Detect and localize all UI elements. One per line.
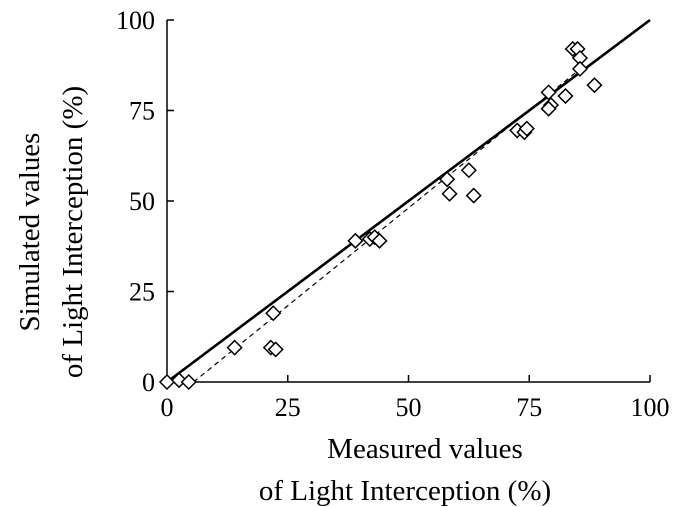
data-point xyxy=(226,339,243,356)
data-point xyxy=(518,120,535,137)
data-points xyxy=(158,40,603,391)
data-point xyxy=(460,162,477,179)
data-point xyxy=(371,232,388,249)
y-axis-label-line-2: of Light Interception (%) xyxy=(57,86,89,378)
x-tick-label: 100 xyxy=(631,393,670,422)
x-axis-label-line-1: Measured values xyxy=(327,433,523,465)
x-tick-label: 75 xyxy=(516,393,542,422)
y-tick-label: 75 xyxy=(129,97,155,126)
data-point xyxy=(265,305,282,322)
ticks: 0 25 50 75 100 0 25 50 75 100 xyxy=(116,6,670,422)
y-tick-label: 100 xyxy=(116,6,155,35)
data-point xyxy=(347,232,364,249)
regression-line-dashed xyxy=(193,64,586,383)
axis-labels: Measured values of Light Interception (%… xyxy=(14,86,551,507)
data-point xyxy=(540,100,557,117)
x-axis-label-line-2: of Light Interception (%) xyxy=(259,475,551,507)
data-point xyxy=(439,171,456,188)
y-tick-label: 25 xyxy=(129,278,155,307)
y-tick-label: 0 xyxy=(142,368,155,397)
y-axis-label-line-1: Simulated values xyxy=(14,133,46,332)
x-tick-label: 25 xyxy=(275,393,301,422)
y-tick-label: 50 xyxy=(129,187,155,216)
data-point xyxy=(180,373,197,391)
x-tick-label: 0 xyxy=(161,393,174,422)
data-point xyxy=(586,77,603,94)
one-to-one-line xyxy=(166,18,651,384)
data-point xyxy=(465,187,482,204)
data-point xyxy=(441,185,458,202)
data-point xyxy=(571,60,589,77)
data-point xyxy=(557,87,574,105)
x-tick-label: 50 xyxy=(396,393,422,422)
data-point xyxy=(540,84,557,101)
reference-lines xyxy=(166,18,651,384)
data-point xyxy=(267,341,284,358)
